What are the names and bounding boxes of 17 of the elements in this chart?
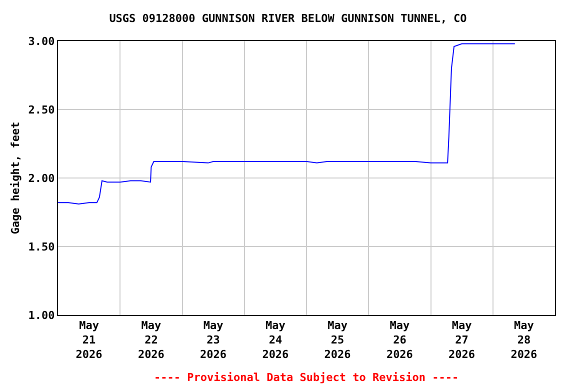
x-tick-label: May 27 2026 (448, 319, 476, 361)
x-tick-label: May 23 2026 (200, 319, 227, 361)
x-tick-label: May 25 2026 (324, 319, 352, 361)
x-tick-label: May 24 2026 (262, 319, 290, 361)
y-axis-title: Gage height, feet (8, 122, 22, 234)
x-tick-label: May 22 2026 (138, 319, 165, 361)
text: ---- Provisional Data Subject to Revision ---- (154, 371, 459, 384)
x-tick-label: May 21 2026 (76, 319, 103, 361)
x-tick-label: May 28 2026 (510, 319, 538, 361)
y-tick-label: 1.50 (28, 240, 55, 254)
y-tick-label: 1.00 (28, 308, 55, 322)
line-series (58, 43, 516, 205)
x-tick-label: May 26 2026 (386, 319, 414, 361)
y-tick-label: 3.00 (28, 34, 55, 48)
chart-title: USGS 09128000 GUNNISON RIVER BELOW GUNNISON TUNNEL, CO (109, 12, 468, 25)
y-tick-label: 2.50 (28, 103, 55, 116)
y-tick-label: 2.00 (28, 172, 55, 185)
